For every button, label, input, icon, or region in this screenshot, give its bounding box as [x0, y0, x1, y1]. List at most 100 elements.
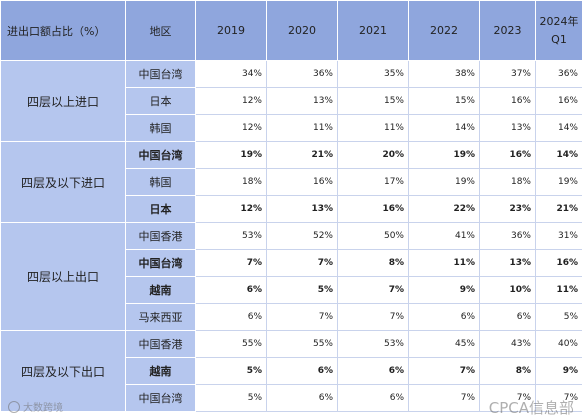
- region-cell: 越南: [125, 357, 196, 385]
- value-cell: 35%: [337, 60, 409, 88]
- value-cell: 16%: [535, 249, 582, 277]
- value-cell: 36%: [479, 222, 536, 250]
- value-cell: 38%: [408, 60, 480, 88]
- region-cell: 马来西亚: [125, 303, 196, 331]
- value-cell: 7%: [266, 249, 338, 277]
- year-header-2019: 2019: [195, 0, 267, 61]
- value-cell: 13%: [266, 195, 338, 223]
- value-cell: 16%: [479, 141, 536, 169]
- value-cell: 7%: [195, 249, 267, 277]
- category-label: 四层以上出口: [0, 222, 126, 331]
- region-cell: 日本: [125, 87, 196, 115]
- value-cell: 6%: [408, 303, 480, 331]
- region-cell: 中国香港: [125, 222, 196, 250]
- year-header-2022: 2022: [408, 0, 480, 61]
- value-cell: 41%: [408, 222, 480, 250]
- value-cell: 7%: [408, 357, 480, 385]
- value-cell: 5%: [195, 357, 267, 385]
- value-cell: 11%: [535, 276, 582, 304]
- region-cell: 越南: [125, 276, 196, 304]
- table-row: 中国台湾 7% 7% 8% 11% 13% 16%: [1, 249, 582, 277]
- value-cell: 13%: [479, 114, 536, 142]
- value-cell: 7%: [535, 384, 582, 412]
- value-cell: 53%: [337, 330, 409, 358]
- region-cell: 日本: [125, 195, 196, 223]
- value-cell: 13%: [266, 87, 338, 115]
- category-label: 四层及以下进口: [0, 141, 126, 223]
- year-header-2024-line1: 2024年: [539, 14, 579, 28]
- value-cell: 21%: [266, 141, 338, 169]
- value-cell: 23%: [479, 195, 536, 223]
- value-cell: 53%: [195, 222, 267, 250]
- value-cell: 21%: [535, 195, 582, 223]
- value-cell: 6%: [337, 357, 409, 385]
- table-row: 四层及以下出口 中国香港 55% 55% 53% 45% 43% 40%: [0, 330, 582, 412]
- value-cell: 36%: [266, 60, 338, 88]
- region-cell: 中国台湾: [125, 141, 196, 169]
- table-row: 越南 6% 5% 7% 9% 10% 11%: [1, 276, 582, 304]
- value-cell: 18%: [195, 168, 267, 196]
- value-cell: 9%: [535, 357, 582, 385]
- value-cell: 5%: [535, 303, 582, 331]
- value-cell: 20%: [337, 141, 409, 169]
- category-label: 四层以上进口: [0, 60, 126, 142]
- table-body: 四层以上进口 中国台湾 34% 36% 35% 38% 37% 36% 日本 12% 13% 15% 1…: [0, 60, 582, 412]
- value-cell: 14%: [408, 114, 480, 142]
- value-cell: 17%: [337, 168, 409, 196]
- value-cell: 40%: [535, 330, 582, 358]
- value-cell: 45%: [408, 330, 480, 358]
- corner-header: 进出口额占比（%）: [0, 0, 126, 61]
- value-cell: 50%: [337, 222, 409, 250]
- value-cell: 6%: [266, 384, 338, 412]
- region-cell: 中国台湾: [125, 60, 196, 88]
- value-cell: 16%: [337, 195, 409, 223]
- value-cell: 12%: [195, 195, 267, 223]
- year-header-2020: 2020: [266, 0, 338, 61]
- value-cell: 14%: [535, 141, 582, 169]
- table-row: 韩国 12% 11% 11% 14% 13% 14%: [1, 114, 582, 142]
- value-cell: 37%: [479, 60, 536, 88]
- region-cell: 韩国: [125, 168, 196, 196]
- value-cell: 43%: [479, 330, 536, 358]
- table-row: 马来西亚 6% 7% 7% 6% 6% 5%: [1, 303, 582, 331]
- value-cell: 6%: [195, 303, 267, 331]
- value-cell: 11%: [266, 114, 338, 142]
- header-row: 进出口额占比（%） 地区 2019 2020 2021 2022 2023 20…: [0, 0, 582, 61]
- value-cell: 12%: [195, 87, 267, 115]
- value-cell: 6%: [266, 357, 338, 385]
- value-cell: 16%: [479, 87, 536, 115]
- value-cell: 7%: [479, 384, 536, 412]
- value-cell: 13%: [479, 249, 536, 277]
- value-cell: 14%: [535, 114, 582, 142]
- table-row: 中国台湾 5% 6% 6% 7% 7% 7%: [1, 384, 582, 412]
- table-row: 日本 12% 13% 15% 15% 16% 16%: [1, 87, 582, 115]
- year-header-2023: 2023: [479, 0, 536, 61]
- table-row: 越南 5% 6% 6% 7% 8% 9%: [1, 357, 582, 385]
- table-row: 韩国 18% 16% 17% 19% 18% 19%: [1, 168, 582, 196]
- value-cell: 5%: [266, 276, 338, 304]
- value-cell: 31%: [535, 222, 582, 250]
- value-cell: 52%: [266, 222, 338, 250]
- year-header-2021: 2021: [337, 0, 409, 61]
- value-cell: 10%: [479, 276, 536, 304]
- value-cell: 15%: [337, 87, 409, 115]
- value-cell: 19%: [195, 141, 267, 169]
- value-cell: 55%: [195, 330, 267, 358]
- region-cell: 中国台湾: [125, 384, 196, 412]
- value-cell: 12%: [195, 114, 267, 142]
- region-header: 地区: [125, 0, 196, 61]
- region-cell: 韩国: [125, 114, 196, 142]
- value-cell: 5%: [195, 384, 267, 412]
- value-cell: 6%: [195, 276, 267, 304]
- table-row: 四层以上进口 中国台湾 34% 36% 35% 38% 37% 36%: [0, 60, 582, 142]
- region-cell: 中国台湾: [125, 249, 196, 277]
- value-cell: 6%: [479, 303, 536, 331]
- value-cell: 36%: [535, 60, 582, 88]
- value-cell: 22%: [408, 195, 480, 223]
- value-cell: 19%: [535, 168, 582, 196]
- year-header-2024q1: 2024年 Q1: [535, 0, 582, 61]
- value-cell: 34%: [195, 60, 267, 88]
- year-header-2024-line2: Q1: [551, 32, 567, 46]
- value-cell: 55%: [266, 330, 338, 358]
